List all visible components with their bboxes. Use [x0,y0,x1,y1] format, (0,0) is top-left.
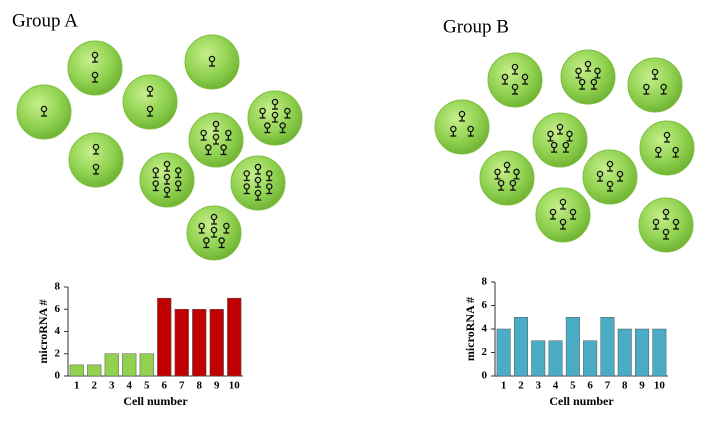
bar [139,353,154,377]
x-tick-label: 10 [229,380,241,392]
y-axis-label: microRNA # [463,297,477,361]
cell [184,34,240,90]
bar [531,340,546,377]
x-tick-label: 2 [518,380,524,392]
bar [87,364,102,377]
x-axis-label: Cell number [123,394,188,408]
cell [627,57,683,113]
cell-body [122,74,178,130]
cell-body [627,57,683,113]
cell [479,150,535,206]
bar [548,340,563,377]
y-tick-label: 8 [55,281,61,293]
bar [583,340,598,377]
x-tick-label: 10 [654,380,666,392]
bar [600,317,615,377]
y-tick-label: 4 [55,325,61,337]
cell [188,112,244,168]
cell [434,99,490,155]
bar [69,364,84,377]
group-title: Group A [12,10,78,31]
x-tick-label: 5 [570,380,576,392]
cell-body [535,187,591,243]
group-title: Group B [443,16,509,37]
y-tick-label: 0 [55,370,61,382]
cell [535,187,591,243]
bar [174,309,189,377]
x-tick-label: 3 [536,380,542,392]
x-tick-label: 9 [214,380,220,392]
cell-body [487,52,543,108]
y-tick-label: 0 [482,370,488,382]
x-tick-label: 7 [605,380,611,392]
bar [513,317,528,377]
cell-body [532,112,588,168]
x-tick-label: 9 [639,380,645,392]
cell [230,155,286,211]
cell-body [479,150,535,206]
cell-body [638,197,694,253]
bar [496,328,511,377]
cell [68,132,124,188]
cell [639,120,695,176]
bar [209,309,224,377]
bar [652,328,667,377]
x-tick-label: 2 [92,380,98,392]
cell [560,49,616,105]
cell [247,90,303,146]
cell [122,74,178,130]
x-tick-label: 6 [162,380,168,392]
cell [186,205,242,261]
cell-body [639,120,695,176]
bar [122,353,137,377]
cell [582,149,638,205]
cell [67,40,123,96]
x-tick-label: 8 [622,380,628,392]
bar [227,297,242,377]
x-tick-label: 4 [553,380,559,392]
bar [157,297,172,377]
x-tick-label: 1 [501,380,507,392]
x-axis-label: Cell number [549,394,614,408]
bar [104,353,119,377]
y-tick-label: 2 [482,346,488,358]
y-tick-label: 6 [55,303,61,315]
y-tick-label: 4 [482,323,488,335]
bar [192,309,207,377]
cell-body [68,132,124,188]
cell [139,152,195,208]
x-tick-label: 7 [179,380,185,392]
x-tick-label: 8 [197,380,203,392]
cell-body [560,49,616,105]
y-tick-label: 2 [55,347,61,359]
cell [532,112,588,168]
cell-body [67,40,123,96]
cell [487,52,543,108]
cell-body [582,149,638,205]
x-tick-label: 4 [127,380,133,392]
bar [565,317,580,377]
x-tick-label: 3 [109,380,115,392]
cell [638,197,694,253]
cell [16,84,72,140]
x-tick-label: 6 [587,380,593,392]
bar [617,328,632,377]
y-axis-label: microRNA # [36,299,50,363]
y-tick-label: 6 [482,299,488,311]
cell-body [434,99,490,155]
x-tick-label: 5 [144,380,150,392]
y-tick-label: 8 [482,276,488,288]
bar [635,328,650,377]
x-tick-label: 1 [74,380,80,392]
